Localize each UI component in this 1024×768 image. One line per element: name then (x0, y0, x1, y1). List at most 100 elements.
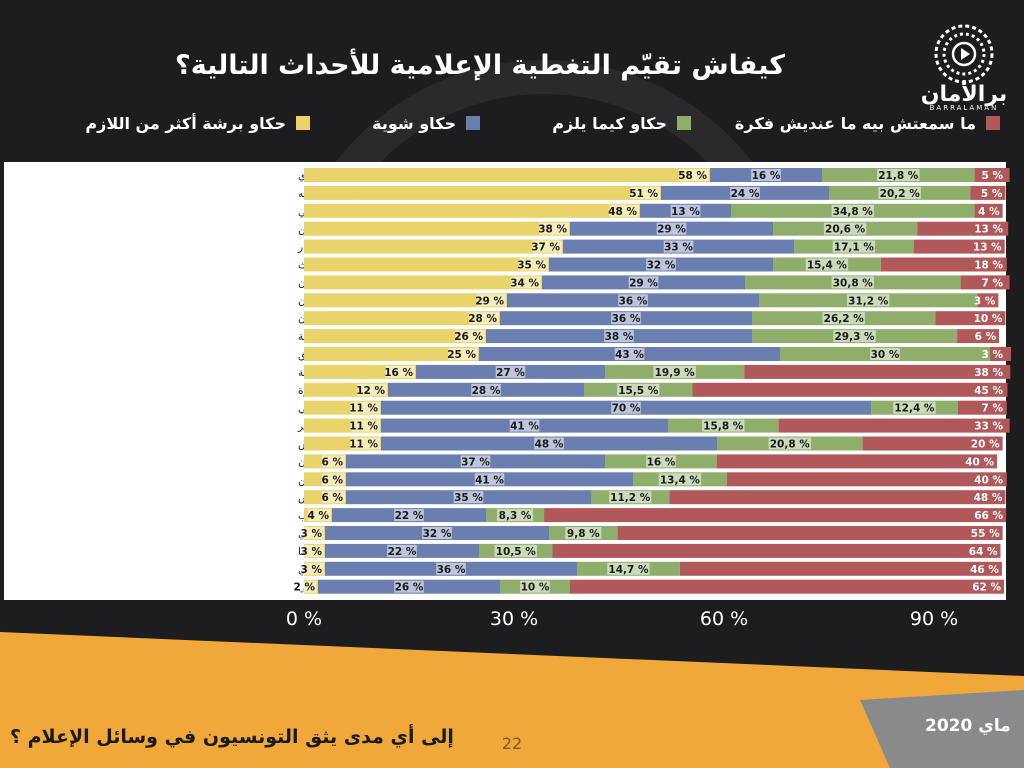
bar-segment (669, 490, 1006, 505)
value-label-bg (293, 580, 317, 593)
bar-segment (617, 526, 1003, 540)
value-label-bg (609, 491, 652, 504)
legend-label-little: حكاو شوية (372, 113, 456, 133)
footer-question: إلى أي مدى يثق التونسيون في وسائل الإعلا… (10, 726, 454, 748)
value-label-bg (394, 580, 424, 593)
value-label: 40 % (974, 474, 1003, 486)
value-label-bg (658, 473, 702, 486)
value-label-bg (646, 455, 676, 468)
value-label: 20,6 % (825, 224, 866, 236)
date-label: ماي 2020 (925, 716, 1011, 736)
value-label-bg (471, 383, 501, 396)
value-label: 15,5 % (618, 385, 659, 397)
value-label-bg (617, 383, 660, 396)
value-label-bg (823, 222, 867, 235)
value-label: 36 % (437, 564, 466, 576)
value-label: 3 % (982, 349, 1004, 361)
value-label-bg (878, 186, 921, 199)
bar-segment (304, 185, 661, 200)
bar-segment (974, 203, 1003, 218)
bar-segment (862, 436, 1003, 451)
value-label-bg (604, 330, 634, 343)
value-label-bg (476, 294, 506, 307)
value-label: 24 % (731, 188, 760, 200)
value-label: 33 % (974, 421, 1003, 433)
bar-segment (304, 293, 507, 308)
value-label-bg (474, 473, 505, 486)
value-label: 13,4 % (660, 474, 701, 486)
value-label: 29 % (475, 295, 504, 307)
brand-subtitle: BARRALAMAN (929, 104, 999, 112)
value-label: 35 % (454, 492, 483, 504)
value-label: 37 % (531, 242, 560, 254)
value-label-bg (539, 222, 569, 235)
bar-segment (552, 543, 1001, 558)
bar-segment (960, 275, 1010, 290)
bar-segment (913, 239, 1005, 254)
value-label: 38 % (974, 367, 1003, 379)
value-label-bg (653, 365, 696, 378)
value-label: 3 % (301, 528, 323, 540)
value-label-bg (422, 527, 452, 539)
value-label: 48 % (974, 492, 1003, 504)
value-label-bg (656, 222, 687, 235)
value-label-bg (357, 383, 387, 396)
footer-gray-shape (860, 690, 1024, 768)
value-label: 8,3 % (499, 510, 532, 522)
value-label-bg (822, 312, 865, 325)
value-label: 22 % (388, 546, 417, 558)
value-label-bg (565, 527, 602, 539)
footer-orange-band (0, 632, 1024, 768)
value-label: 58 % (678, 170, 707, 182)
value-label: 32 % (423, 528, 452, 540)
bar-segment (304, 168, 710, 182)
value-label: 13 % (671, 206, 700, 218)
value-label-bg (768, 437, 811, 450)
bar-segment (957, 400, 1007, 415)
value-label: 11 % (349, 439, 378, 451)
value-label: 51 % (629, 188, 658, 200)
value-label: 7 % (982, 403, 1004, 415)
value-label: 7 % (982, 277, 1004, 289)
value-label-bg (893, 401, 936, 414)
value-label: 40 % (965, 456, 994, 468)
value-label: 5 % (982, 170, 1004, 182)
legend-swatch-green (677, 116, 691, 130)
legend-item-little: حكاو شوية (372, 112, 480, 134)
value-label: 32 % (647, 260, 676, 272)
bar-segment (570, 579, 1004, 594)
value-label: 70 % (612, 403, 641, 415)
value-label: 17,1 % (834, 242, 875, 254)
value-label: 16 % (384, 367, 413, 379)
value-label: 46 % (970, 564, 999, 576)
value-label: 41 % (510, 421, 539, 433)
value-label: 10 % (974, 313, 1003, 325)
value-label-bg (611, 312, 641, 325)
value-label-bg (497, 509, 534, 522)
bar-segment (778, 418, 1010, 433)
x-tick-label: 30 % (490, 608, 538, 630)
value-label-bg (618, 294, 648, 307)
value-label-bg (455, 330, 485, 343)
bar-segment (304, 329, 486, 344)
value-label: 3 % (301, 546, 323, 558)
value-label: 25 % (447, 349, 476, 361)
value-label-bg (300, 527, 324, 539)
value-label-bg (509, 419, 540, 432)
bar-segment (304, 221, 570, 236)
value-label-bg (520, 580, 550, 593)
bar-segment (304, 311, 500, 326)
value-label-bg (611, 401, 641, 414)
value-label: 34,8 % (833, 206, 874, 218)
value-label: 19,9 % (655, 367, 696, 379)
value-label: 4 % (308, 510, 330, 522)
value-label: 62 % (972, 582, 1001, 594)
value-label: 6 % (322, 492, 344, 504)
bar-segment (544, 508, 1007, 523)
value-label-bg (614, 348, 645, 360)
legend-swatch-red (986, 116, 1000, 130)
bar-segment (304, 275, 542, 290)
value-label: 26 % (395, 582, 424, 594)
value-label-bg (877, 169, 920, 181)
